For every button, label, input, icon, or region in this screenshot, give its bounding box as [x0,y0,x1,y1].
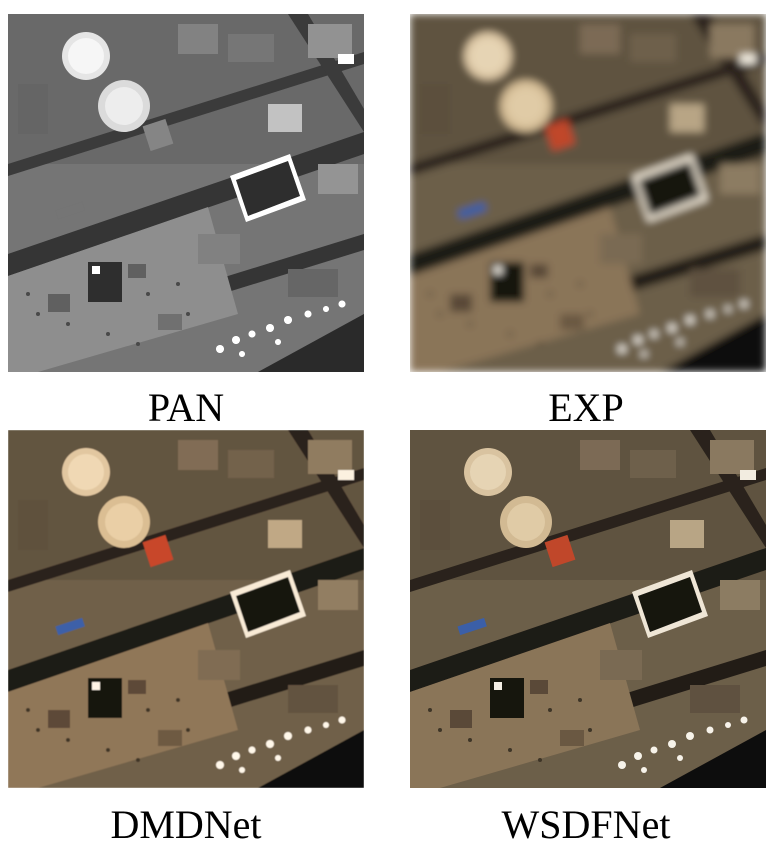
wsdfnet-caption: WSDFNet [501,802,671,847]
dmdnet-caption: DMDNet [110,802,262,847]
exp-image [410,14,766,372]
dmdnet-image [8,430,364,788]
wsdfnet-image [410,430,766,788]
exp-caption: EXP [548,385,624,430]
pan-image [8,14,364,372]
pan-caption: PAN [147,385,225,430]
